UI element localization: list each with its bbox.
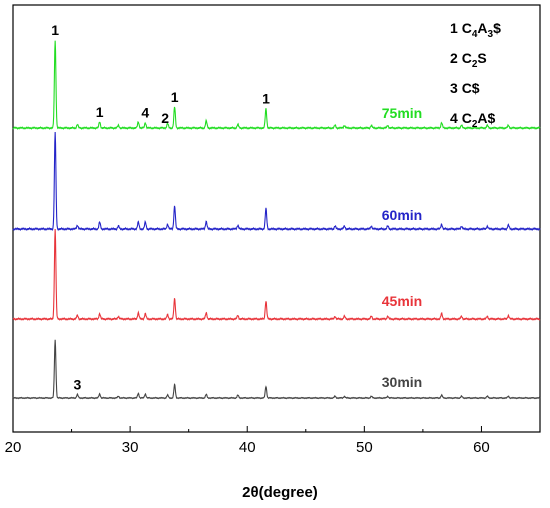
series-line-60min	[12, 132, 541, 232]
x-tick-label: 60	[473, 439, 490, 456]
legend-subscript: 4	[472, 29, 478, 40]
peak-label: 2	[161, 110, 169, 126]
legend-entry: 2 C2S	[450, 50, 487, 70]
series-line-30min	[12, 339, 541, 400]
series-line-75min	[12, 40, 541, 130]
legend-entry: 4 C2A$	[450, 110, 495, 130]
legend-formula-part: C	[462, 110, 472, 126]
legend-subscript: 2	[472, 59, 478, 70]
peak-label: 4	[141, 105, 149, 121]
legend-number: 4	[450, 110, 462, 126]
series-line-45min	[12, 229, 541, 321]
series-label: 75min	[382, 105, 422, 121]
peak-labels: 11 4 21 13	[51, 22, 270, 393]
legend-entry: 1 C4A3$	[450, 20, 501, 40]
legend-formula-part: C	[462, 20, 472, 36]
legend-subscript: 3	[488, 29, 494, 40]
legend-formula-part: S	[477, 50, 486, 66]
x-ticks: 20 30 40 50 60	[5, 426, 490, 456]
peak-label: 1	[171, 89, 179, 105]
x-tick-label: 20	[5, 439, 22, 456]
legend-formula-part: A	[477, 20, 487, 36]
curves	[12, 40, 541, 400]
plot-frame	[12, 4, 541, 433]
legend-number: 3	[450, 80, 462, 96]
legend-number: 1	[450, 20, 462, 36]
series-label: 30min	[382, 374, 422, 390]
legend-number: 2	[450, 50, 462, 66]
peak-label: 1	[262, 91, 270, 107]
legend-formula-part: C	[462, 50, 472, 66]
legend-formula-part: A$	[477, 110, 495, 126]
x-axis-title: 2θ(degree)	[242, 484, 318, 501]
x-tick-label: 30	[122, 439, 139, 456]
x-tick-label: 50	[356, 439, 373, 456]
peak-label: 3	[74, 377, 82, 393]
legend-formula-part: C$	[462, 80, 480, 96]
peak-label: 1	[51, 22, 59, 38]
series-labels: 30min 45min 60min 75min	[382, 105, 422, 390]
x-tick-label: 40	[239, 439, 256, 456]
peak-label: 1	[96, 104, 104, 120]
series-label: 60min	[382, 207, 422, 223]
legend-formula-part: $	[493, 20, 501, 36]
legend-entry: 3 C$	[450, 80, 480, 96]
series-label: 45min	[382, 293, 422, 309]
legend-subscript: 2	[472, 119, 478, 130]
